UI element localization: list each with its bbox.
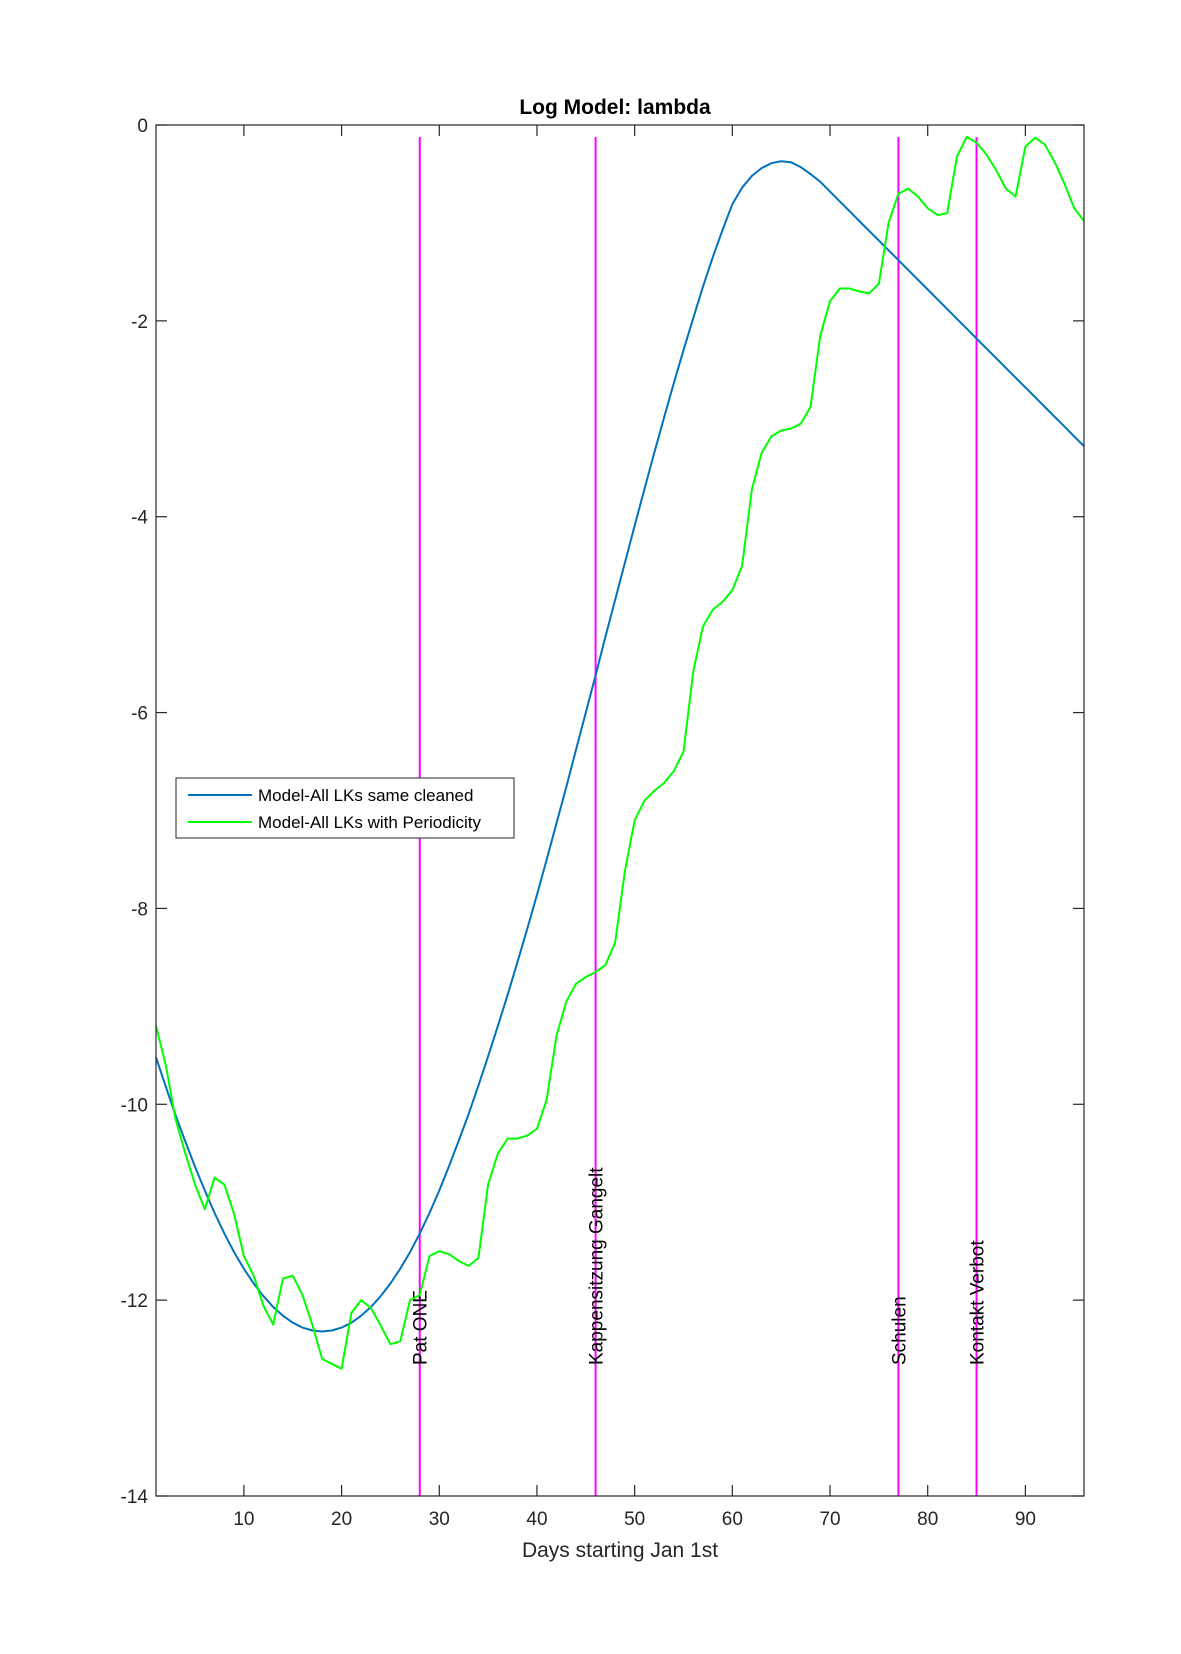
chart-title: Log Model: lambda [519,96,711,119]
event-label: Kappensitzung Gangelt [587,1167,608,1365]
x-tick-label: 60 [722,1509,743,1530]
x-tick-label: 90 [1015,1509,1036,1530]
x-tick-label: 20 [331,1509,352,1530]
event-label: Kontakt Verbot [968,1240,989,1365]
legend-label-model-periodicity: Model-All LKs with Periodicity [258,813,481,832]
y-tick-label: -2 [131,312,148,333]
series-line-model-cleaned [155,160,1085,1333]
event-lines-layer: Pat ONE Kappensitzung Gangelt Schulen Konta… [411,137,989,1496]
y-tick-label: -6 [131,704,148,725]
event-label: Pat ONE [411,1290,432,1365]
x-axis-title: Days starting Jan 1st [522,1539,718,1562]
y-tick-label: -12 [121,1291,148,1312]
y-tick-label: -10 [121,1095,148,1116]
y-tick-label: 0 [137,116,148,137]
series-line-model-periodicity [155,135,1085,1370]
event-label: Schulen [889,1296,910,1365]
y-tick-label: -8 [131,899,148,920]
axes-layer [155,124,1085,1497]
legend: Model-All LKs same cleaned Model-All LKs … [175,777,515,839]
legend-label-model-cleaned: Model-All LKs same cleaned [258,786,473,805]
x-tick-label: 80 [917,1509,938,1530]
x-tick-label: 40 [526,1509,547,1530]
x-tick-label: 30 [429,1509,450,1530]
x-tick-label: 70 [819,1509,840,1530]
tick-labels-layer: 10 20 30 40 50 60 70 80 90 0 -2 -4 -6 -8 -10 -12 -14 [121,116,1036,1530]
x-tick-label: 50 [624,1509,645,1530]
y-tick-label: -4 [131,508,148,529]
legend-box [175,777,515,839]
x-tick-label: 10 [233,1509,254,1530]
axes-box [155,124,1085,1497]
series-layer [155,135,1085,1370]
y-tick-label: -14 [121,1487,149,1508]
